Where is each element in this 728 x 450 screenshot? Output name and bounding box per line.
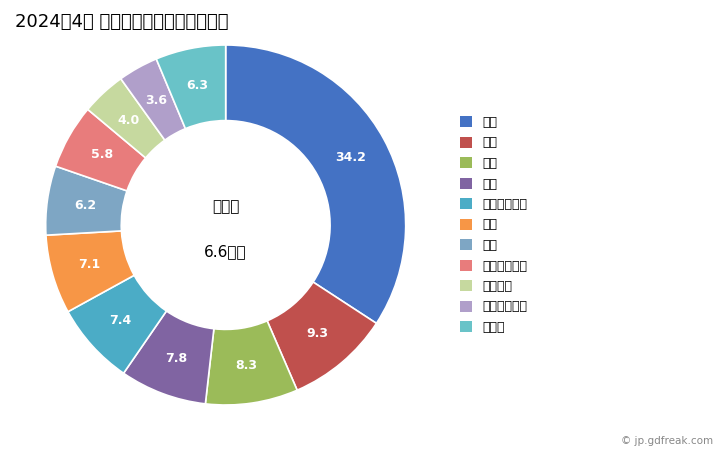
- Text: 6.3: 6.3: [186, 79, 209, 92]
- Text: © jp.gdfreak.com: © jp.gdfreak.com: [621, 436, 713, 446]
- Text: 7.8: 7.8: [165, 352, 187, 365]
- Text: 7.4: 7.4: [109, 314, 131, 327]
- Wedge shape: [55, 109, 146, 191]
- Wedge shape: [68, 275, 167, 373]
- Wedge shape: [87, 79, 165, 158]
- Legend: 米国, 中国, 台湾, タイ, カザフスタン, 韓国, 香港, インドネシア, ベトナム, シンガポール, その他: 米国, 中国, 台湾, タイ, カザフスタン, 韓国, 香港, インドネシア, …: [459, 116, 527, 334]
- Wedge shape: [46, 231, 134, 312]
- Wedge shape: [205, 321, 297, 405]
- Text: 2024年4月 輸出相手国のシェア（％）: 2024年4月 輸出相手国のシェア（％）: [15, 14, 228, 32]
- Wedge shape: [267, 282, 376, 390]
- Text: 6.6億円: 6.6億円: [205, 244, 247, 260]
- Wedge shape: [46, 166, 127, 235]
- Wedge shape: [124, 311, 214, 404]
- Text: 6.2: 6.2: [74, 199, 96, 212]
- Text: 5.8: 5.8: [91, 148, 113, 162]
- Wedge shape: [157, 45, 226, 129]
- Text: 総　額: 総 額: [212, 199, 240, 215]
- Text: 7.1: 7.1: [78, 258, 100, 271]
- Wedge shape: [121, 59, 186, 140]
- Text: 4.0: 4.0: [118, 114, 140, 127]
- Wedge shape: [226, 45, 405, 324]
- Text: 9.3: 9.3: [306, 327, 328, 340]
- Text: 34.2: 34.2: [336, 151, 366, 164]
- Text: 3.6: 3.6: [146, 94, 167, 107]
- Text: 8.3: 8.3: [236, 359, 258, 372]
